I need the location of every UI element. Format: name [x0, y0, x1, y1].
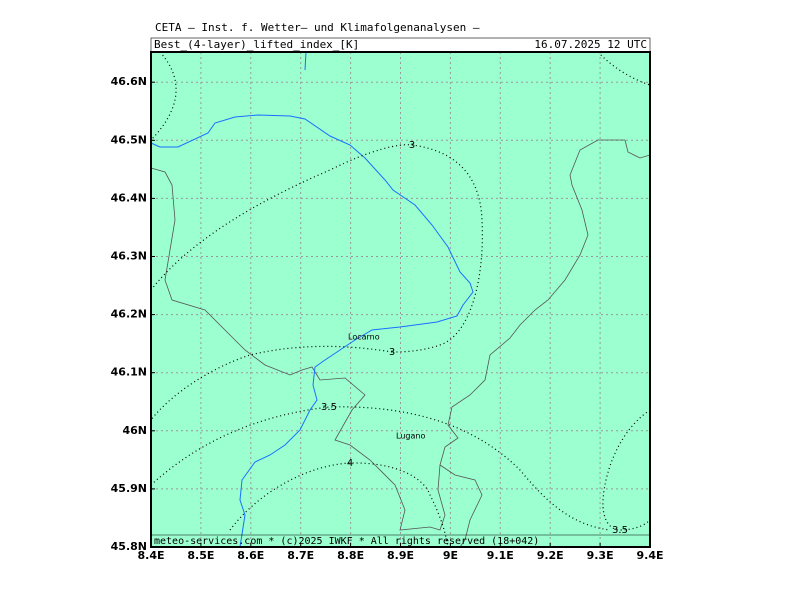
- place-label: Lugano: [396, 432, 425, 441]
- contour-label: 4: [347, 458, 353, 469]
- river: [304, 51, 307, 71]
- contour-line: [602, 409, 651, 531]
- x-tick-label: 9E: [443, 549, 458, 562]
- x-tick-label: 9.4E: [636, 549, 663, 562]
- y-tick-label: 46N: [122, 424, 147, 437]
- contour-label: 3: [389, 347, 395, 358]
- y-tick-label: 46.3N: [111, 250, 147, 263]
- agency: CETA — Inst. f. Wetter— und Klimafolgena…: [155, 21, 480, 34]
- x-tick-label: 8.5E: [187, 549, 214, 562]
- y-tick-label: 45.8N: [111, 540, 147, 553]
- x-tick-label: 8.7E: [287, 549, 314, 562]
- x-tick-label: 8.8E: [337, 549, 364, 562]
- y-tick-label: 46.5N: [111, 133, 147, 146]
- contour-line: [150, 406, 611, 531]
- footer: meteo-services.com * (c)2025 IWKF * All …: [154, 536, 539, 547]
- x-tick-label: 8.4E: [137, 549, 164, 562]
- contour-line: [150, 144, 483, 353]
- map-area: [151, 52, 650, 547]
- x-tick-label: 8.6E: [237, 549, 264, 562]
- contour-label: 3: [409, 140, 415, 151]
- x-tick-label: 9.2E: [537, 549, 564, 562]
- y-tick-label: 46.6N: [111, 75, 147, 88]
- field-title: Best_(4-layer)_lifted_index_[K]: [154, 38, 359, 51]
- border: [150, 139, 651, 531]
- x-tick-label: 8.9E: [387, 549, 414, 562]
- x-tick-label: 9.3E: [587, 549, 614, 562]
- contour-label: 3.5: [612, 525, 628, 536]
- place-label: Locarno: [348, 333, 380, 342]
- lake-shore: [439, 464, 483, 548]
- contour-line: [150, 345, 393, 421]
- y-tick-label: 46.4N: [111, 191, 147, 204]
- valid-time: 16.07.2025 12 UTC: [534, 38, 647, 51]
- y-tick-label: 46.2N: [111, 308, 147, 321]
- contour-label: 3.5: [321, 402, 337, 413]
- x-tick-label: 9.1E: [487, 549, 514, 562]
- river: [150, 114, 474, 548]
- y-tick-label: 46.1N: [111, 366, 147, 379]
- y-tick-label: 45.9N: [111, 482, 147, 495]
